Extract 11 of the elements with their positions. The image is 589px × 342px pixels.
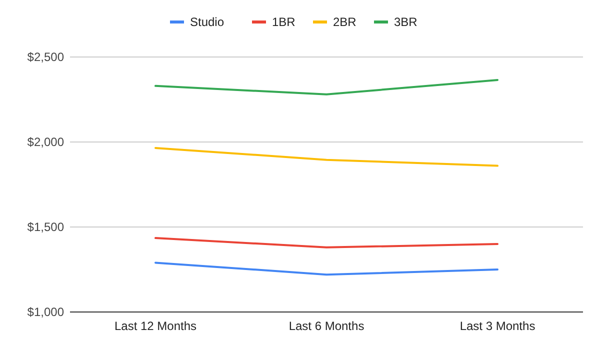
legend-label: 1BR	[272, 15, 296, 29]
legend-label: 2BR	[333, 15, 357, 29]
x-tick-label: Last 6 Months	[288, 319, 364, 333]
legend-label: 3BR	[394, 15, 418, 29]
y-tick-label: $2,000	[27, 135, 64, 150]
legend-label: Studio	[190, 15, 224, 29]
y-tick-label: $2,500	[27, 50, 64, 64]
x-tick-label: Last 3 Months	[460, 319, 536, 333]
x-tick-label: Last 12 Months	[114, 319, 197, 333]
y-tick-label: $1,500	[27, 220, 64, 234]
y-tick-label: $1,000	[27, 305, 64, 320]
